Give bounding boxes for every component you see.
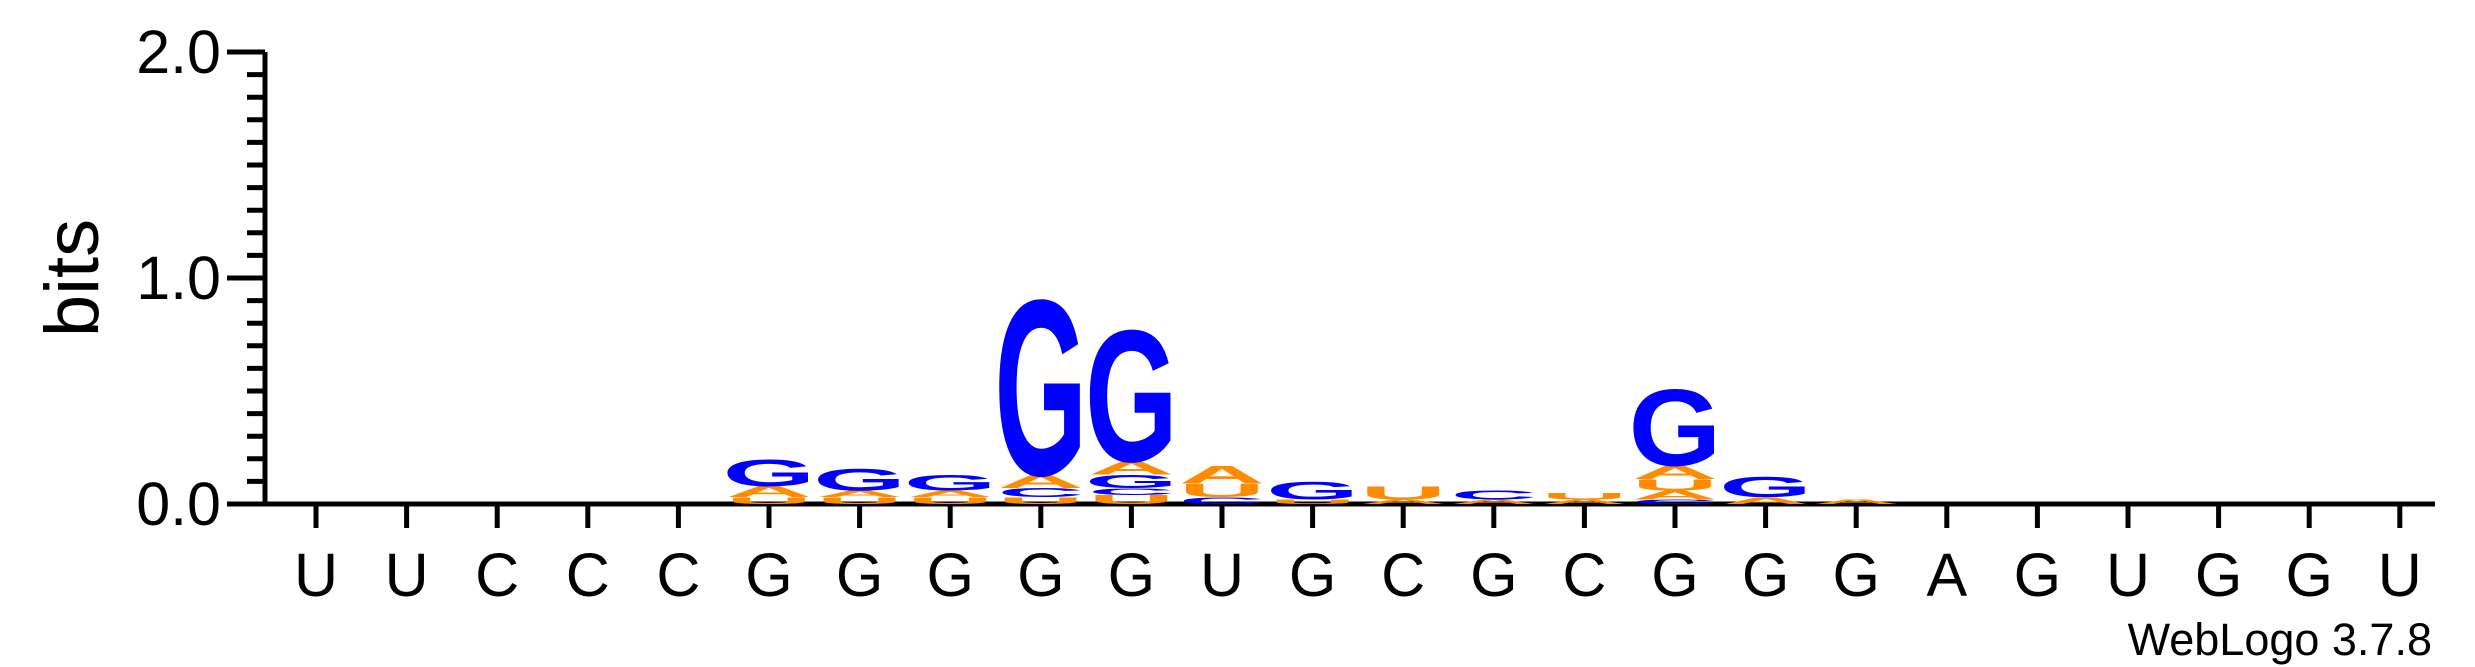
x-tick-label: C	[1562, 541, 1606, 609]
x-tick-label: G	[2285, 541, 2332, 609]
x-tick-label: G	[1832, 541, 1879, 609]
logo-letter-A: A	[907, 489, 993, 500]
logo-letter-U: U	[1088, 493, 1174, 507]
position-stack: UG	[1266, 477, 1359, 505]
logo-letter-A: A	[998, 471, 1084, 492]
logo-letter-A: A	[1813, 498, 1899, 505]
logo-letter-A: A	[726, 483, 812, 501]
logo-letter-G: G	[1629, 367, 1722, 490]
y-axis-label: bits	[30, 219, 115, 337]
position-stack: UAG	[813, 462, 906, 506]
logo-letter-U: U	[998, 495, 1084, 506]
x-tick-label: G	[1470, 541, 1517, 609]
x-tick-label: G	[1651, 541, 1698, 609]
x-tick-label: G	[1017, 541, 1064, 609]
logo-letter-C: C	[1451, 488, 1537, 502]
logo-letter-A: A	[1360, 498, 1446, 505]
logo-letter-A: A	[816, 489, 902, 500]
logo-letter-G: G	[1085, 471, 1178, 492]
x-tick-label: G	[926, 541, 973, 609]
position-stack: CUA	[1179, 461, 1265, 506]
y-tick-label: 2.0	[136, 18, 221, 86]
position-stack: AG	[1719, 472, 1812, 506]
logo-letter-G: G	[1266, 477, 1359, 505]
logo-letter-U: U	[726, 495, 812, 506]
x-tick-label: G	[1742, 541, 1789, 609]
x-tick-label: G	[2195, 541, 2242, 609]
logo-letter-U: U	[1179, 480, 1265, 501]
logo-letter-G: G	[1085, 291, 1178, 501]
x-tick-label: C	[566, 541, 610, 609]
logo-letter-G: G	[723, 452, 816, 494]
position-stack: AC	[1451, 488, 1537, 505]
logo-letter-G: G	[904, 471, 997, 496]
logo-letter-G: G	[1719, 472, 1812, 504]
logo-letter-A: A	[1632, 488, 1718, 502]
x-tick-label: A	[1926, 541, 1967, 609]
logo-letter-U: U	[907, 495, 993, 506]
position-stack: A	[1813, 498, 1899, 505]
x-tick-label: C	[1381, 541, 1425, 609]
x-tick-label: U	[2106, 541, 2150, 609]
logo-letter-G: G	[813, 462, 906, 497]
y-tick-label: 0.0	[136, 470, 221, 538]
logo-letter-A: A	[1632, 462, 1718, 483]
logo-letter-C: C	[998, 486, 1084, 500]
logo-letter-G: G	[994, 247, 1087, 528]
x-tick-label: U	[385, 541, 429, 609]
position-stack: UAG	[723, 452, 816, 506]
logo-letter-A: A	[1088, 458, 1174, 479]
position-stack: UAG	[904, 471, 997, 506]
x-tick-label: C	[475, 541, 519, 609]
x-tick-label: G	[836, 541, 883, 609]
position-stack: AU	[1541, 491, 1627, 505]
logo-letter-U: U	[1269, 498, 1355, 505]
weblogo-credit: WebLogo 3.7.8	[2128, 614, 2432, 665]
logo-letter-U: U	[1360, 483, 1446, 504]
logo-letter-A: A	[1179, 461, 1265, 489]
x-tick-label: U	[1200, 541, 1244, 609]
logo-letter-C: C	[1088, 486, 1174, 497]
x-tick-label: C	[656, 541, 700, 609]
x-tick-label: U	[2378, 541, 2422, 609]
logo-letter-C: C	[1632, 498, 1718, 505]
x-tick-label: G	[745, 541, 792, 609]
logo-letter-A: A	[1722, 495, 1808, 506]
logo-letter-A: A	[1451, 498, 1537, 505]
logo-letter-U: U	[1541, 491, 1627, 502]
x-tick-label: G	[1108, 541, 1155, 609]
y-axis: 0.0 1.0 2.0	[136, 18, 268, 538]
logo-letter-U: U	[1632, 476, 1718, 494]
logo-letter-A: A	[1541, 498, 1627, 505]
logo-letter-C: C	[1179, 495, 1265, 506]
position-stack: AU	[1360, 483, 1446, 506]
x-tick-label: G	[1289, 541, 1336, 609]
x-tick-label: U	[294, 541, 338, 609]
y-tick-label: 1.0	[136, 244, 221, 312]
x-tick-label: G	[2014, 541, 2061, 609]
logo-letter-U: U	[816, 495, 902, 506]
